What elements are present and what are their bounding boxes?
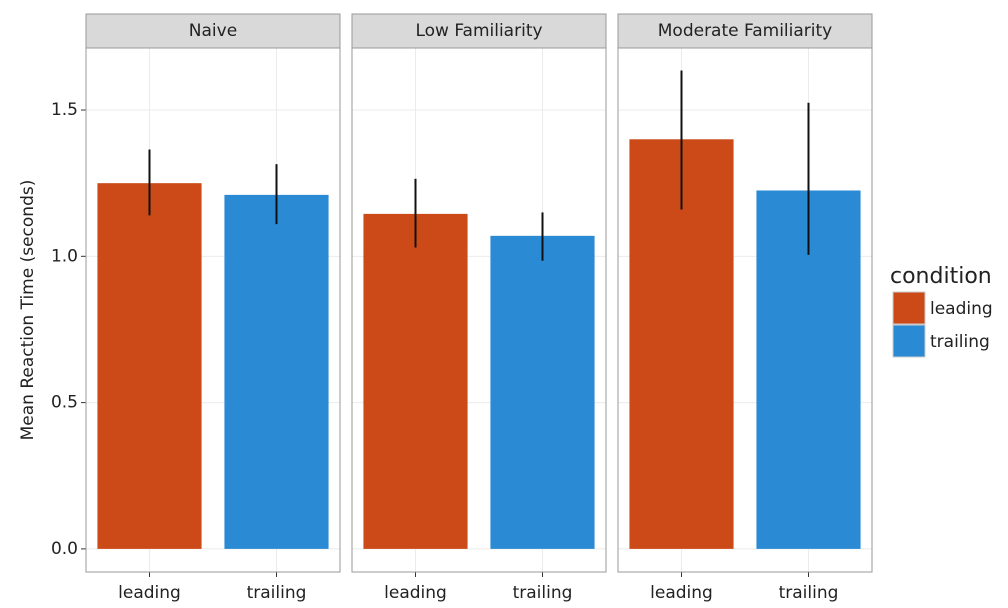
strip — [617, 13, 873, 49]
x-tick-label: leading — [384, 583, 447, 603]
x-tick-label: trailing — [779, 583, 839, 603]
y-tick-label: 1.0 — [51, 246, 78, 266]
x-tick-label: trailing — [513, 583, 573, 603]
y-tick-label: 0.5 — [51, 393, 78, 413]
y-axis-label: Mean Reaction Time (seconds) — [18, 180, 38, 441]
strip — [85, 13, 341, 49]
facet-title: Low Familiarity — [415, 21, 542, 41]
x-tick-label: leading — [118, 583, 181, 603]
legend-title: condition — [890, 264, 992, 289]
bar — [97, 183, 202, 549]
x-tick-label: trailing — [247, 583, 307, 603]
bar — [363, 213, 468, 549]
facet-title: Moderate Familiarity — [658, 21, 832, 41]
strip — [351, 13, 607, 49]
legend-swatch — [892, 324, 926, 358]
panel-border — [617, 47, 873, 573]
legend-swatch — [892, 291, 926, 325]
facet-title: Naive — [189, 21, 237, 41]
legend-label: trailing — [930, 332, 990, 352]
y-tick-label: 1.5 — [51, 100, 78, 120]
panel-border — [85, 47, 341, 573]
y-tick-label: 0.0 — [51, 539, 78, 559]
panel-border — [351, 47, 607, 573]
legend-label: leading — [930, 299, 993, 319]
bar — [224, 194, 329, 549]
x-tick-label: leading — [650, 583, 713, 603]
bar — [490, 235, 595, 549]
